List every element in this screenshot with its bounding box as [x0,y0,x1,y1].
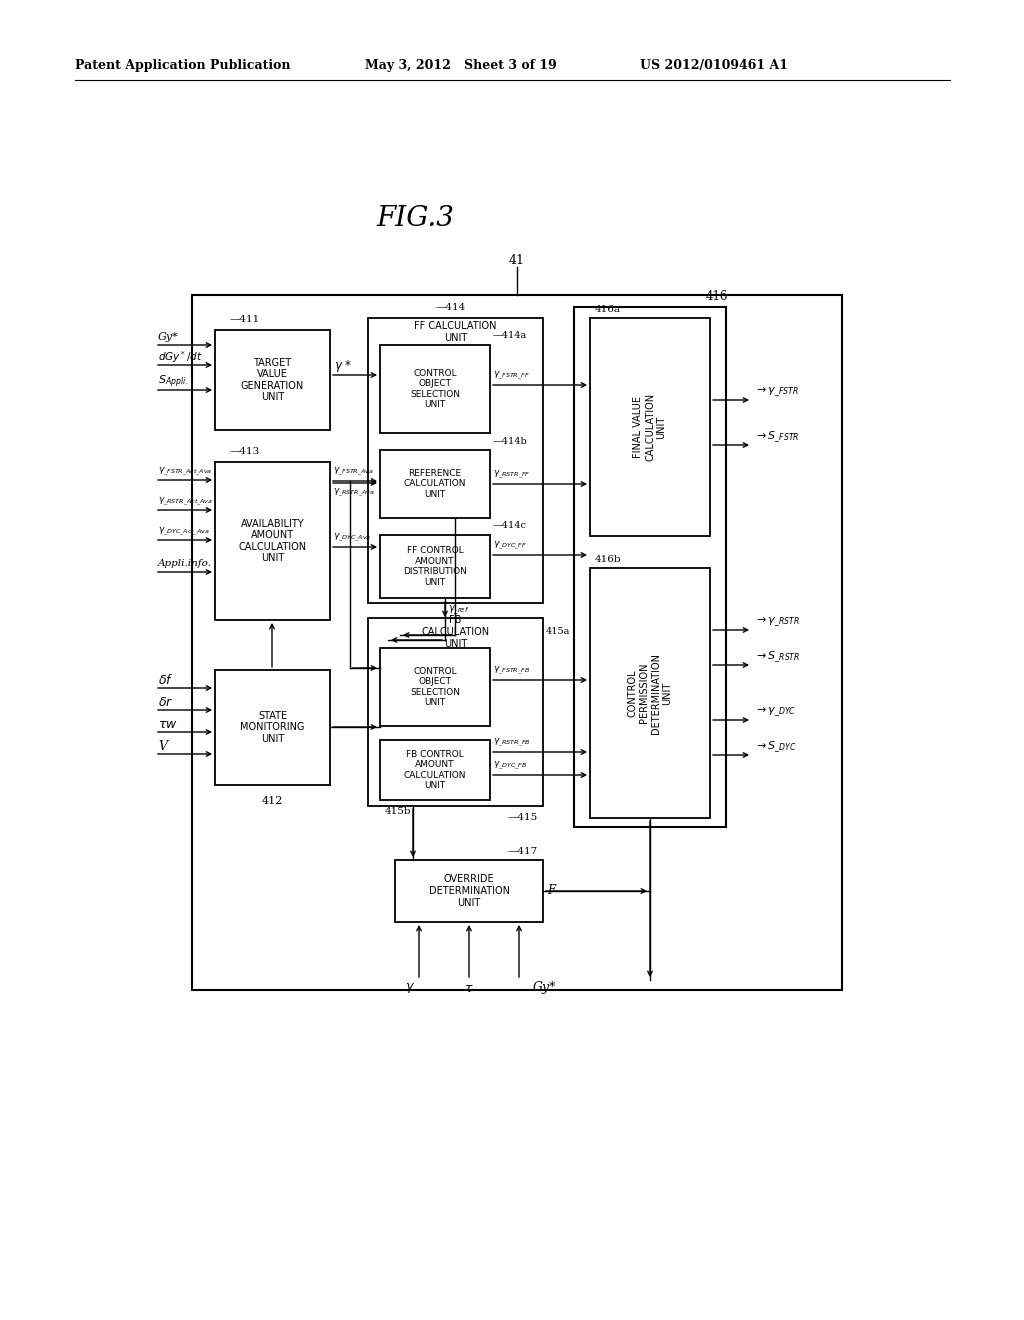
Text: CONTROL
PERMISSION
DETERMINATION
UNIT: CONTROL PERMISSION DETERMINATION UNIT [628,652,673,734]
Text: $\gamma$: $\gamma$ [406,981,415,995]
Text: $\rightarrow \gamma_{\_FSTR}$: $\rightarrow \gamma_{\_FSTR}$ [754,385,799,399]
Text: $\gamma_{\_DYC\_Ava}$: $\gamma_{\_DYC\_Ava}$ [333,532,372,544]
Text: FINAL VALUE
CALCULATION
UNIT: FINAL VALUE CALCULATION UNIT [634,393,667,461]
Text: —417: —417 [508,846,538,855]
Text: $\gamma_{\_RSTR\_Ava}$: $\gamma_{\_RSTR\_Ava}$ [333,487,375,499]
Text: $\gamma_{\_ref}$: $\gamma_{\_ref}$ [449,603,469,616]
Text: $dGy^*/dt$: $dGy^*/dt$ [158,348,203,364]
Bar [215,671,330,785]
Text: F: F [547,884,555,898]
Text: $\rightarrow S_{\_RSTR}$: $\rightarrow S_{\_RSTR}$ [754,649,801,665]
Bar [215,462,330,620]
Bar [368,618,543,807]
Text: REFERENCE
CALCULATION
UNIT: REFERENCE CALCULATION UNIT [403,469,466,499]
Text: 412: 412 [262,796,284,807]
Text: AVAILABILITY
AMOUNT
CALCULATION
UNIT: AVAILABILITY AMOUNT CALCULATION UNIT [239,519,306,564]
Text: —411: —411 [230,315,260,325]
Text: $\gamma_{\_FSTR\_Ava}$: $\gamma_{\_FSTR\_Ava}$ [333,466,374,478]
Text: May 3, 2012   Sheet 3 of 19: May 3, 2012 Sheet 3 of 19 [365,58,557,71]
Text: $\rightarrow \gamma_{\_RSTR}$: $\rightarrow \gamma_{\_RSTR}$ [754,615,800,628]
Text: Patent Application Publication: Patent Application Publication [75,58,291,71]
Bar [574,308,726,828]
Text: 416: 416 [706,290,728,304]
Text: 415b: 415b [385,808,412,817]
Text: $\tau$: $\tau$ [464,982,474,994]
Text: $\gamma_{\_FSTR\_Act\_Ava}$: $\gamma_{\_FSTR\_Act\_Ava}$ [158,466,212,478]
Text: —414a: —414a [493,331,527,341]
Bar [590,318,710,536]
Text: $S_{Appli.}$: $S_{Appli.}$ [158,374,188,391]
Text: Appli.info.: Appli.info. [158,560,212,569]
Bar [380,450,490,517]
Text: FF CALCULATION
UNIT: FF CALCULATION UNIT [415,321,497,343]
Bar [380,345,490,433]
Text: FF CONTROL
AMOUNT
DISTRIBUTION
UNIT: FF CONTROL AMOUNT DISTRIBUTION UNIT [403,546,467,586]
Text: $\gamma_{\_DYC\_FF}$: $\gamma_{\_DYC\_FF}$ [493,540,527,552]
Text: $\gamma_{\_DYC\_FB}$: $\gamma_{\_DYC\_FB}$ [493,760,527,772]
Text: $\rightarrow \gamma_{\_DYC}$: $\rightarrow \gamma_{\_DYC}$ [754,705,797,718]
Text: $\rightarrow S_{\_FSTR}$: $\rightarrow S_{\_FSTR}$ [754,429,800,445]
Text: CONTROL
OBJECT
SELECTION
UNIT: CONTROL OBJECT SELECTION UNIT [410,667,460,708]
Bar [380,741,490,800]
Text: FIG.3: FIG.3 [376,205,454,231]
Text: —413: —413 [230,447,260,457]
Bar [590,568,710,818]
Text: FB CONTROL
AMOUNT
CALCULATION
UNIT: FB CONTROL AMOUNT CALCULATION UNIT [403,750,466,791]
Text: $\rightarrow S_{\_DYC}$: $\rightarrow S_{\_DYC}$ [754,739,797,755]
Text: $\gamma_{\_RSTR\_FF}$: $\gamma_{\_RSTR\_FF}$ [493,469,530,482]
Text: —414b: —414b [493,437,527,446]
Text: $\gamma_{\_DYC\_Act\_Ava}$: $\gamma_{\_DYC\_Act\_Ava}$ [158,525,210,539]
Text: TARGET
VALUE
GENERATION
UNIT: TARGET VALUE GENERATION UNIT [241,358,304,403]
Bar [368,318,543,603]
Bar [380,648,490,726]
Text: 416a: 416a [595,305,621,314]
Text: CONTROL
OBJECT
SELECTION
UNIT: CONTROL OBJECT SELECTION UNIT [410,368,460,409]
Text: V: V [158,739,167,752]
Bar [380,535,490,598]
Text: $\gamma$ *: $\gamma$ * [334,358,352,374]
Text: $\gamma_{\_FSTR\_FB}$: $\gamma_{\_FSTR\_FB}$ [493,665,530,677]
Text: $\delta r$: $\delta r$ [158,696,173,709]
Text: US 2012/0109461 A1: US 2012/0109461 A1 [640,58,788,71]
Text: —415: —415 [508,813,538,822]
Text: $\gamma_{\_RSTR\_Act\_Ava}$: $\gamma_{\_RSTR\_Act\_Ava}$ [158,496,213,508]
Text: $\tau w$: $\tau w$ [158,718,178,730]
Text: 41: 41 [509,253,525,267]
Text: OVERRIDE
DETERMINATION
UNIT: OVERRIDE DETERMINATION UNIT [428,874,510,908]
Bar [215,330,330,430]
Text: STATE
MONITORING
UNIT: STATE MONITORING UNIT [241,711,305,744]
Text: $\gamma_{\_FSTR\_FF}$: $\gamma_{\_FSTR\_FF}$ [493,370,529,383]
Bar [395,861,543,921]
Text: 416b: 416b [595,554,622,564]
Text: FB
CALCULATION
UNIT: FB CALCULATION UNIT [422,615,489,648]
Text: Gy*: Gy* [534,982,556,994]
Text: —414c: —414c [493,521,527,531]
Text: Gy*: Gy* [158,333,179,342]
Text: —414: —414 [435,304,466,313]
Text: 415a: 415a [546,627,570,636]
Text: $\gamma_{\_RSTR\_FB}$: $\gamma_{\_RSTR\_FB}$ [493,737,530,750]
Bar [193,294,842,990]
Text: $\delta f$: $\delta f$ [158,673,174,686]
